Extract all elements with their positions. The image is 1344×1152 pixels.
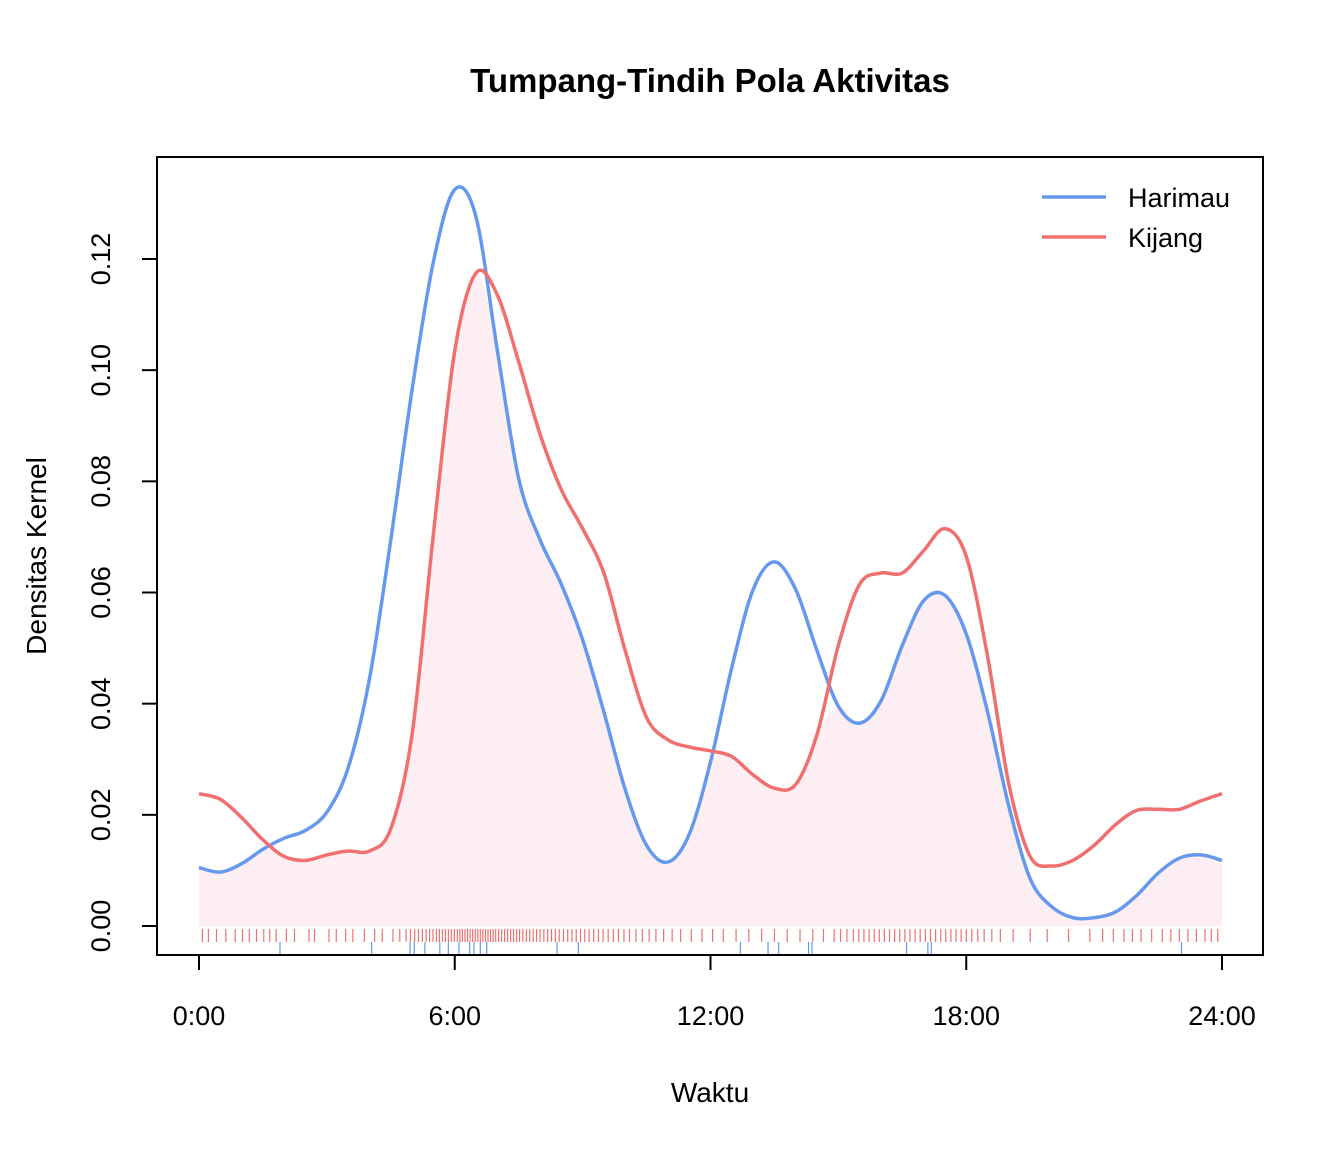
series-line-kijang [198,268,1223,869]
x-tick-label: 6:00 [428,1001,481,1031]
overlap-area [199,272,1222,926]
x-axis-title: Waktu [671,1077,749,1108]
y-tick-label: 0.00 [86,900,116,953]
x-tick-label: 18:00 [932,1001,1000,1031]
y-tick-label: 0.04 [86,677,116,730]
y-tick-label: 0.02 [86,789,116,842]
x-tick-label: 12:00 [677,1001,745,1031]
plot-area [198,185,1223,955]
y-tick-label: 0.08 [86,455,116,508]
y-axis-title: Densitas Kernel [21,457,52,655]
legend-label-kijang: Kijang [1128,223,1203,253]
x-tick-label: 24:00 [1188,1001,1256,1031]
x-tick-label: 0:00 [173,1001,226,1031]
legend-label-harimau: Harimau [1128,183,1230,213]
legend: Harimau Kijang [1042,183,1230,253]
chart-title: Tumpang-Tindih Pola Aktivitas [470,62,950,99]
axes: 0:00 6:00 12:00 18:00 24:00 0.00 0.02 0.04 0.06 0… [86,233,1256,1031]
series-line-harimau [198,185,1223,921]
y-tick-label: 0.10 [86,344,116,397]
y-tick-label: 0.06 [86,566,116,619]
y-tick-label: 0.12 [86,233,116,286]
